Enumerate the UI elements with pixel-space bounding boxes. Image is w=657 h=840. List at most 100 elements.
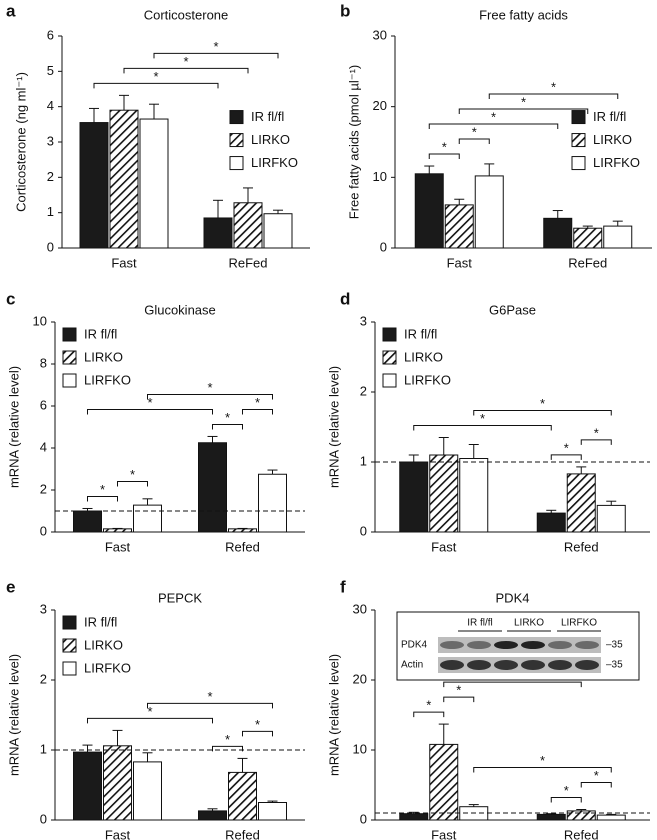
inset-lane-label: LIRFKO bbox=[561, 618, 597, 629]
legend-swatch bbox=[571, 156, 586, 171]
legend-swatch bbox=[62, 350, 77, 365]
significance-bracket bbox=[87, 717, 213, 724]
legend-swatch bbox=[382, 350, 397, 365]
significance-label: * bbox=[540, 396, 545, 411]
significance-bracket bbox=[473, 767, 612, 773]
error-bar bbox=[468, 444, 479, 459]
significance-label: * bbox=[207, 689, 212, 704]
significance-label: * bbox=[540, 753, 545, 768]
significance-bracket bbox=[428, 123, 559, 130]
significance-bracket bbox=[87, 495, 118, 502]
legend-label: LIRKO bbox=[84, 349, 123, 364]
bar bbox=[198, 810, 227, 821]
error-bar bbox=[546, 813, 557, 815]
error-bar bbox=[552, 210, 563, 219]
chart-title: G6Pase bbox=[489, 302, 536, 317]
legend-swatch bbox=[62, 661, 77, 676]
y-tick-label: 1 bbox=[360, 453, 367, 468]
error-bar bbox=[546, 509, 557, 514]
significance-bracket bbox=[153, 52, 279, 59]
bar bbox=[566, 473, 596, 533]
legend-label: IR fl/fl bbox=[84, 614, 117, 629]
significance-label: * bbox=[147, 395, 152, 410]
y-tick-label: 20 bbox=[373, 98, 387, 113]
error-bar bbox=[142, 498, 153, 506]
error-bar bbox=[454, 198, 465, 205]
bar bbox=[263, 213, 293, 249]
legend-label: LIRFKO bbox=[251, 155, 298, 170]
y-tick-label: 8 bbox=[40, 355, 47, 370]
panel-letter: e bbox=[6, 577, 15, 596]
blot-band bbox=[575, 641, 599, 649]
bar bbox=[399, 461, 429, 533]
blot-band bbox=[548, 641, 572, 649]
significance-bracket bbox=[458, 138, 490, 145]
x-tick-label: Fast bbox=[105, 827, 131, 840]
error-bar bbox=[112, 729, 123, 746]
error-bar bbox=[213, 199, 223, 218]
y-axis-label: mRNA (relative level) bbox=[6, 654, 21, 776]
significance-label: * bbox=[472, 124, 477, 139]
significance-bracket bbox=[413, 711, 445, 718]
x-tick-label: ReFed bbox=[568, 255, 607, 270]
blot-band bbox=[548, 660, 572, 670]
y-tick-label: 0 bbox=[380, 239, 387, 254]
x-tick-label: Fast bbox=[431, 827, 457, 840]
blot-band bbox=[521, 641, 545, 649]
chart-title: Glucokinase bbox=[144, 302, 216, 317]
bar bbox=[399, 813, 429, 821]
error-bar bbox=[243, 187, 253, 203]
significance-label: * bbox=[225, 732, 230, 747]
bar bbox=[103, 528, 132, 533]
error-bar bbox=[207, 808, 218, 811]
bar bbox=[139, 118, 169, 249]
bar bbox=[459, 458, 489, 533]
legend-label: LIRFKO bbox=[84, 372, 131, 387]
significance-bracket bbox=[488, 93, 619, 100]
inset-row-label: Actin bbox=[401, 660, 423, 671]
bar bbox=[596, 814, 626, 821]
panel-letter: b bbox=[340, 1, 350, 20]
legend-label: IR fl/fl bbox=[251, 109, 284, 124]
y-tick-label: 20 bbox=[353, 671, 367, 686]
error-bar bbox=[89, 107, 99, 123]
error-bar bbox=[438, 437, 449, 455]
legend-label: LIRKO bbox=[404, 349, 443, 364]
significance-label: * bbox=[255, 717, 260, 732]
x-tick-label: Fast bbox=[111, 255, 137, 270]
legend-label: IR fl/fl bbox=[593, 109, 626, 124]
x-tick-label: ReFed bbox=[228, 255, 267, 270]
panel-letter: d bbox=[340, 289, 350, 308]
significance-bracket bbox=[443, 681, 582, 688]
significance-bracket bbox=[443, 696, 475, 703]
legend-swatch bbox=[571, 110, 586, 125]
y-tick-label: 0 bbox=[40, 523, 47, 538]
error-bar bbox=[582, 225, 593, 229]
significance-label: * bbox=[480, 411, 485, 426]
blot-band bbox=[575, 660, 599, 670]
legend-label: LIRFKO bbox=[593, 155, 640, 170]
bar bbox=[474, 175, 504, 249]
error-bar bbox=[468, 804, 479, 807]
significance-bracket bbox=[212, 423, 243, 430]
significance-label: * bbox=[594, 425, 599, 440]
legend-label: IR fl/fl bbox=[84, 326, 117, 341]
error-bar bbox=[606, 500, 617, 506]
y-tick-label: 0 bbox=[40, 811, 47, 826]
significance-bracket bbox=[242, 408, 273, 415]
significance-bracket bbox=[117, 480, 148, 487]
bar bbox=[596, 504, 626, 533]
panel-letter: a bbox=[6, 1, 16, 20]
y-tick-label: 4 bbox=[47, 98, 54, 113]
blot-band bbox=[467, 641, 491, 649]
x-tick-label: Fast bbox=[105, 539, 131, 554]
y-tick-label: 2 bbox=[47, 169, 54, 184]
legend-swatch bbox=[62, 327, 77, 342]
significance-bracket bbox=[580, 782, 612, 788]
legend-label: LIRFKO bbox=[84, 660, 131, 675]
y-axis-label: mRNA (relative level) bbox=[326, 654, 341, 776]
error-bar bbox=[424, 165, 435, 174]
significance-bracket bbox=[413, 425, 552, 431]
significance-label: * bbox=[521, 94, 526, 109]
error-bar bbox=[438, 723, 449, 745]
